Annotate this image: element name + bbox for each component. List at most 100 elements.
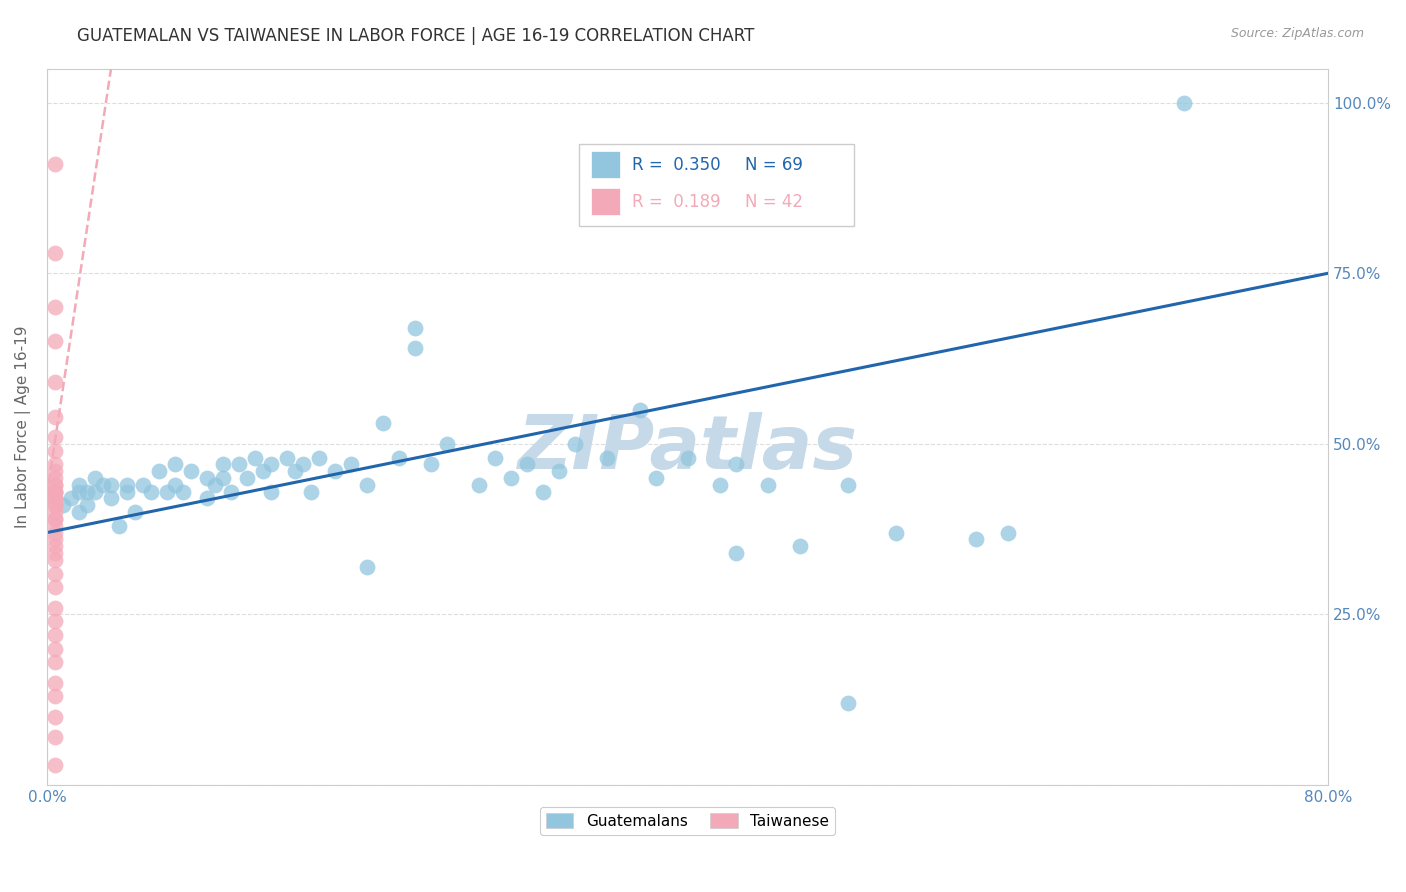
Point (44, 491, 66, 506)
Point (724, 458, 747, 472)
Point (44, 512, 66, 526)
Point (340, 458, 363, 472)
Point (243, 450, 266, 465)
Point (148, 464, 170, 478)
Point (67, 478, 90, 492)
Point (468, 478, 491, 492)
Point (236, 471, 259, 485)
Point (44, 655, 66, 669)
Point (44, 334, 66, 349)
Point (219, 484, 242, 499)
Point (404, 341, 426, 355)
Point (252, 464, 274, 478)
Point (44, 484, 66, 499)
Point (44, 376, 66, 390)
Point (44, 157, 66, 171)
Point (44, 641, 66, 656)
Point (44, 484, 66, 499)
Point (91, 478, 114, 492)
Point (356, 559, 378, 574)
Point (228, 458, 250, 472)
Point (709, 478, 731, 492)
Point (44, 245, 66, 260)
Point (276, 450, 298, 465)
Point (644, 471, 666, 485)
Point (308, 450, 330, 465)
Point (84, 484, 107, 499)
Point (67, 505, 90, 519)
Point (44, 458, 66, 472)
Point (501, 471, 523, 485)
Point (212, 471, 235, 485)
Point (533, 484, 555, 499)
Point (44, 430, 66, 444)
Point (44, 471, 66, 485)
Point (516, 458, 538, 472)
Point (837, 478, 859, 492)
Point (44, 731, 66, 745)
Text: GUATEMALAN VS TAIWANESE IN LABOR FORCE | AGE 16-19 CORRELATION CHART: GUATEMALAN VS TAIWANESE IN LABOR FORCE |… (77, 27, 755, 45)
Point (323, 464, 346, 478)
Point (260, 484, 283, 499)
Point (436, 437, 458, 451)
Point (195, 491, 218, 506)
Point (108, 518, 131, 533)
Point (44, 525, 66, 540)
Point (420, 458, 443, 472)
Point (165, 458, 187, 472)
Point (44, 464, 66, 478)
Point (204, 478, 226, 492)
Point (44, 600, 66, 615)
Point (44, 491, 66, 506)
Point (44, 505, 66, 519)
Point (44, 580, 66, 594)
Point (284, 464, 307, 478)
Point (172, 484, 194, 499)
Point (100, 478, 122, 492)
Point (44, 546, 66, 560)
Point (44, 443, 66, 458)
Point (548, 464, 571, 478)
Point (724, 546, 747, 560)
Point (965, 533, 987, 547)
Point (44, 553, 66, 567)
Point (44, 710, 66, 724)
Point (356, 478, 378, 492)
Point (132, 478, 155, 492)
Point (44, 539, 66, 553)
Point (44, 566, 66, 581)
Point (260, 458, 283, 472)
Point (76, 498, 98, 512)
Point (52, 498, 75, 512)
Point (388, 450, 411, 465)
Point (59, 491, 82, 506)
Point (884, 525, 907, 540)
Point (76, 484, 98, 499)
Point (212, 458, 235, 472)
Point (139, 484, 162, 499)
Point (44, 615, 66, 629)
Point (44, 518, 66, 533)
Point (84, 471, 107, 485)
Text: R =  0.350: R = 0.350 (633, 155, 721, 174)
Text: N = 69: N = 69 (745, 155, 803, 174)
FancyBboxPatch shape (592, 188, 620, 215)
Point (484, 450, 506, 465)
Point (596, 450, 619, 465)
Text: R =  0.189: R = 0.189 (633, 193, 721, 211)
Point (115, 484, 138, 499)
Point (997, 525, 1019, 540)
Point (44, 533, 66, 547)
Point (44, 498, 66, 512)
Point (676, 450, 699, 465)
Point (292, 458, 315, 472)
FancyBboxPatch shape (592, 151, 620, 178)
Point (1173, 95, 1195, 110)
Point (756, 478, 779, 492)
Point (44, 478, 66, 492)
Y-axis label: In Labor Force | Age 16-19: In Labor Force | Age 16-19 (15, 326, 31, 528)
Point (44, 628, 66, 642)
Point (44, 498, 66, 512)
Point (180, 464, 202, 478)
Point (44, 512, 66, 526)
